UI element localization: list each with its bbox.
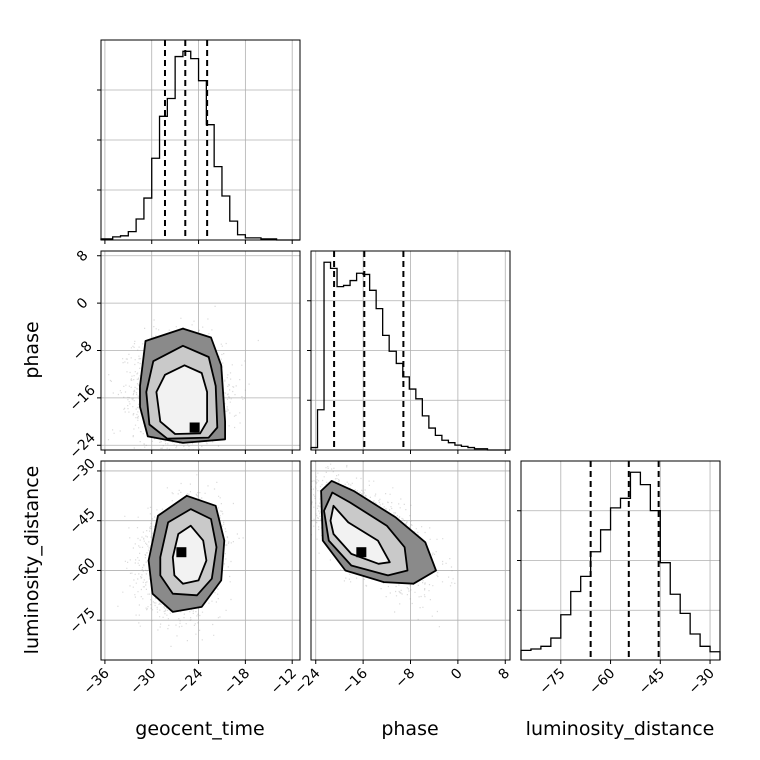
y-tick-label: −75 [67,605,99,637]
y-tick-label: 8 [74,248,92,266]
x-tick-label: −18 [221,666,253,698]
x-tick-label: −30 [127,666,159,698]
grid-1-1 [307,251,510,450]
panel-frame-0-0 [100,39,301,241]
y-tick-label: −30 [67,456,99,488]
density-band [156,365,208,434]
histogram-phase [310,261,510,451]
histogram-geocent_time [100,50,300,241]
x-tick-label: −75 [536,666,568,698]
contour-line [145,344,219,440]
contour-line [147,494,226,613]
x-tick-label: −8 [392,666,418,692]
x-tick-label: 0 [448,666,466,684]
ylabel-phase: phase [21,321,43,378]
y-tick-label: 0 [74,295,92,313]
y-tick-label: −16 [67,382,99,414]
panels: −75 −60 −45 −30−24−16−808−36 −30 −24 −18 −12−75… [67,39,721,698]
contour-line [323,491,409,577]
density-band [172,525,207,584]
histogram-luminosity_distance [520,471,721,660]
y-tick-label: −8 [70,338,96,364]
density-phase-luminosity_distance [311,461,456,628]
y-tick-label: −45 [67,505,99,537]
contour-line [329,504,391,565]
contour-line [155,364,209,435]
y-tick-label: −60 [67,555,99,587]
contour-line [139,327,227,444]
peak-bin [356,547,367,558]
xlabel-phase: phase [381,718,438,740]
x-tick-label: −24 [174,665,206,697]
contour-line [171,524,208,585]
x-tick-label: −24 [291,665,323,697]
density-geocent_time-luminosity_distance [117,474,244,647]
x-tick-label: −45 [636,666,668,698]
contour-line [320,479,437,585]
density-geocent_time-phase [107,305,259,450]
contour-line [159,508,218,597]
peak-bin [189,422,200,433]
x-tick-label: 8 [495,666,513,684]
x-tick-label: −60 [586,666,618,698]
peak-bin [176,547,187,558]
ylabel-luminosity-distance: luminosity_distance [21,466,43,655]
axis-titles: geocent_time phase luminosity_distance p… [21,321,714,740]
xlabel-luminosity-distance: luminosity_distance [526,718,715,740]
xlabel-geocent-time: geocent_time [135,718,264,740]
x-tick-label: −36 [81,665,113,697]
x-tick-label: −30 [686,666,718,698]
y-tick-label: −24 [67,430,99,462]
panel-frame-0-2 [100,460,301,661]
x-tick-label: −16 [339,665,371,697]
panel-frame-2-2 [520,460,721,661]
